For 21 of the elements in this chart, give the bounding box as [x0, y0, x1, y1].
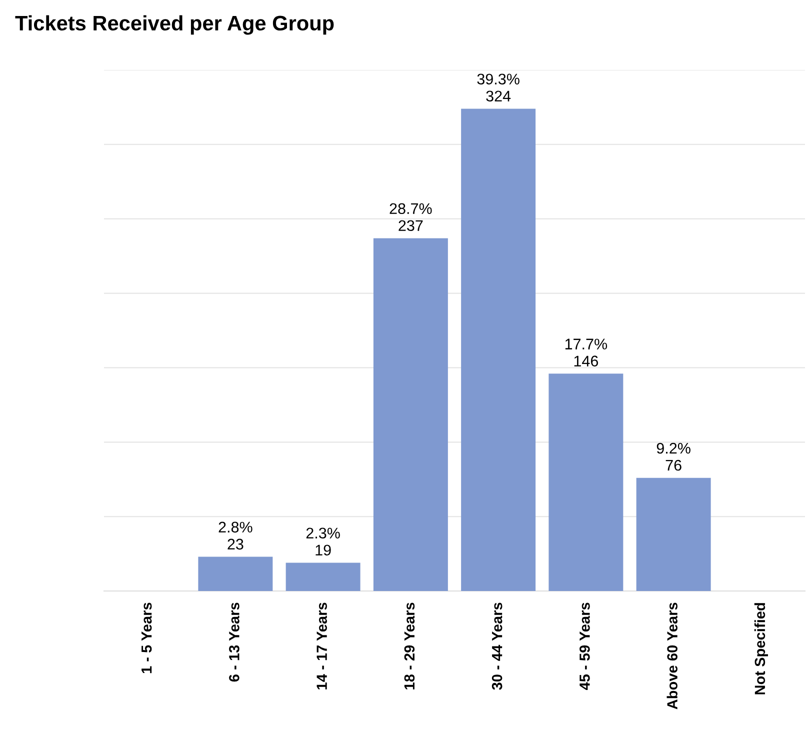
bar	[636, 478, 711, 591]
x-tick-label: Not Specified	[754, 603, 768, 694]
data-label: 17.7% 146	[565, 338, 608, 366]
x-tick-label: 14 - 17 Years	[316, 602, 327, 690]
bar	[373, 238, 448, 591]
data-label: 2.8% 23	[218, 522, 252, 550]
data-label: 9.2% 76	[656, 442, 690, 471]
bar	[198, 556, 273, 591]
x-tick-label: 18 - 29 Years	[404, 602, 415, 690]
data-label: 39.3% 324	[477, 74, 520, 102]
bar	[286, 562, 360, 591]
bar	[461, 108, 536, 591]
x-tick-label: 30 - 44 Years	[492, 602, 502, 690]
x-tick-label: 1 - 5 Years	[142, 602, 152, 674]
x-tick-label: 45 - 59 Years	[580, 602, 590, 690]
x-tick-label: Above 60 Years	[666, 602, 678, 710]
bar	[548, 374, 624, 591]
x-tick-label: 6 - 13 Years	[229, 602, 240, 682]
data-label: 28.7% 237	[390, 203, 432, 232]
chart-title: Tickets Received per Age Group	[15, 15, 334, 35]
data-label: 2.3% 19	[306, 528, 340, 556]
